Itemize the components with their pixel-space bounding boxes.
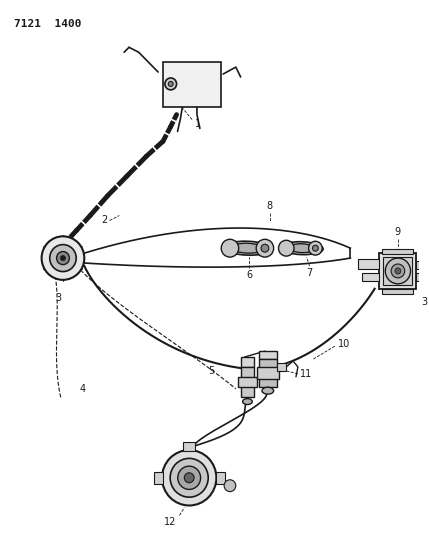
Circle shape <box>178 466 201 489</box>
Bar <box>417 273 428 281</box>
Circle shape <box>184 473 194 483</box>
Circle shape <box>391 264 405 278</box>
Bar <box>417 261 428 269</box>
Circle shape <box>50 245 76 272</box>
Circle shape <box>165 78 177 90</box>
Text: 2: 2 <box>101 215 108 225</box>
Circle shape <box>385 258 411 284</box>
Bar <box>362 273 380 281</box>
Bar <box>183 442 195 451</box>
Text: 3: 3 <box>421 297 427 306</box>
Circle shape <box>170 458 208 497</box>
Ellipse shape <box>281 242 323 255</box>
Circle shape <box>312 245 318 251</box>
Bar <box>277 363 286 371</box>
Bar <box>259 351 277 359</box>
Circle shape <box>256 239 274 257</box>
Circle shape <box>261 244 269 252</box>
Text: 10: 10 <box>338 339 350 349</box>
Text: 11: 11 <box>300 369 312 379</box>
Text: 9: 9 <box>395 227 401 237</box>
Text: 8: 8 <box>267 200 273 211</box>
Ellipse shape <box>262 387 274 394</box>
Bar <box>238 377 257 387</box>
Circle shape <box>60 255 66 261</box>
Bar <box>382 249 414 254</box>
Circle shape <box>308 241 322 255</box>
Circle shape <box>395 268 401 274</box>
Bar <box>259 359 277 387</box>
Circle shape <box>168 82 173 86</box>
Text: 1: 1 <box>195 118 201 128</box>
Bar <box>163 62 221 107</box>
Bar <box>216 472 225 484</box>
Text: 6: 6 <box>246 270 252 280</box>
Circle shape <box>224 480 236 491</box>
Bar <box>241 357 254 367</box>
Bar <box>382 289 414 294</box>
Circle shape <box>57 252 69 264</box>
Circle shape <box>221 239 239 257</box>
Text: 7: 7 <box>306 268 313 278</box>
Bar <box>241 367 254 397</box>
Bar <box>257 367 278 379</box>
Text: 5: 5 <box>208 366 214 376</box>
Ellipse shape <box>289 244 314 253</box>
Bar <box>384 257 413 285</box>
Circle shape <box>162 450 216 505</box>
Text: 12: 12 <box>163 518 176 527</box>
Text: 3: 3 <box>55 293 61 303</box>
Ellipse shape <box>242 399 252 405</box>
Circle shape <box>278 240 294 256</box>
Ellipse shape <box>222 241 273 255</box>
Ellipse shape <box>231 243 264 253</box>
Circle shape <box>42 236 85 280</box>
Text: 4: 4 <box>79 384 85 394</box>
Bar <box>154 472 163 484</box>
Bar <box>358 259 380 269</box>
Bar <box>380 253 417 289</box>
Text: 7121  1400: 7121 1400 <box>15 19 82 29</box>
